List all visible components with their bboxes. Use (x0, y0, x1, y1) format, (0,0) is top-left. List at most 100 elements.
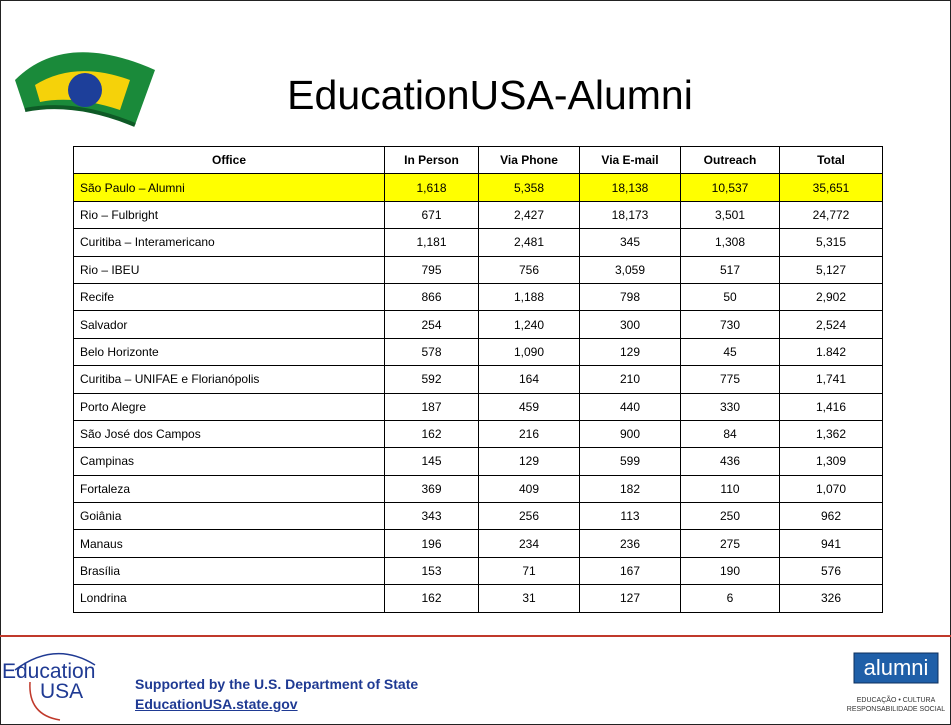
educationusa-logo: Education USA (2, 653, 95, 721)
table-row: Salvador 254 1,240 300 730 2,524 (73, 310, 883, 339)
table-cell: 167 (579, 556, 681, 586)
table-row: Porto Alegre 187 459 440 330 1,416 (73, 392, 883, 421)
table-cell: 18,173 (579, 200, 681, 230)
table-cell: 1,181 (384, 228, 479, 257)
table-row: Fortaleza 369 409 182 110 1,070 (73, 474, 883, 504)
alumni-logo: alumni EDUCAÇÃO • CULTURA RESPONSABILIDA… (847, 652, 946, 713)
table-cell: 592 (384, 365, 479, 394)
table-cell: Salvador (73, 310, 385, 339)
table-cell: 5,127 (779, 255, 883, 284)
table-cell: São Paulo – Alumni (73, 173, 385, 202)
table-cell: 900 (579, 419, 681, 449)
table-cell: 216 (478, 419, 580, 449)
table-cell: 517 (680, 255, 780, 284)
table-cell: 10,537 (680, 173, 780, 202)
logo-text: EDUCAÇÃO • CULTURA (857, 695, 936, 704)
table-row: Curitiba – UNIFAE e Florianópolis 592 164 2… (73, 365, 883, 394)
table-cell: 275 (680, 529, 780, 558)
table-cell: 196 (384, 529, 479, 558)
table-cell: 2,427 (478, 200, 580, 230)
table-cell: 941 (779, 529, 883, 558)
table-cell: 866 (384, 282, 479, 312)
table-cell: 1,416 (779, 392, 883, 421)
table-cell: Manaus (73, 529, 385, 558)
table-cell: 1,090 (478, 337, 580, 367)
table-cell: 71 (478, 556, 580, 586)
table-cell: 190 (680, 556, 780, 586)
table-cell: Campinas (73, 447, 385, 476)
table-cell: 369 (384, 474, 479, 504)
table-cell: 182 (579, 474, 681, 504)
table-cell: 1,309 (779, 447, 883, 476)
table-cell: 576 (779, 556, 883, 586)
table-cell: 5,358 (478, 173, 580, 202)
table-cell: 1,741 (779, 365, 883, 394)
footer-rule (0, 635, 951, 637)
table-cell: 5,315 (779, 228, 883, 257)
data-table: Office In Person Via Phone Via E-mail Outrea… (73, 145, 883, 613)
column-header: Via Phone (478, 145, 580, 175)
table-cell: 795 (384, 255, 479, 284)
table-cell: 326 (779, 584, 883, 613)
table-cell: 1.842 (779, 337, 883, 367)
table-row: Rio – Fulbright 671 2,427 18,173 3,501 24,772 (73, 200, 883, 230)
table-cell: 110 (680, 474, 780, 504)
support-text: Supported by the U.S. Department of Stat… (135, 676, 419, 692)
column-header: Office (73, 145, 385, 175)
table-cell: 330 (680, 392, 780, 421)
table-cell: 3,501 (680, 200, 780, 230)
table-cell: 300 (579, 310, 681, 339)
table-cell: 113 (579, 502, 681, 531)
logo-text: RESPONSABILIDADE SOCIAL (847, 706, 946, 713)
table-row: Manaus 196 234 236 275 941 (73, 529, 883, 558)
table-cell: 129 (579, 337, 681, 367)
logo-text: USA (40, 680, 83, 703)
table-cell: 210 (579, 365, 681, 394)
site-link[interactable]: EducationUSA.state.gov (135, 696, 298, 712)
table-cell: Porto Alegre (73, 392, 385, 421)
table-cell: 345 (579, 228, 681, 257)
table-cell: 35,651 (779, 173, 883, 202)
table-cell: Curitiba – Interamericano (73, 228, 385, 257)
table-row: Recife 866 1,188 798 50 2,902 (73, 282, 883, 312)
slide-title: EducationUSA-Alumni (287, 72, 693, 118)
table-row: São Paulo – Alumni 1,618 5,358 18,138 10,537… (73, 173, 883, 202)
table-cell: 254 (384, 310, 479, 339)
table-cell: 187 (384, 392, 479, 421)
table-cell: 24,772 (779, 200, 883, 230)
table-cell: 578 (384, 337, 479, 367)
table-cell: 440 (579, 392, 681, 421)
table-cell: 145 (384, 447, 479, 476)
table-cell: Rio – Fulbright (73, 200, 385, 230)
logo-text: Education (2, 660, 95, 683)
table-row: São José dos Campos 162 216 900 84 1,362 (73, 419, 883, 449)
table-cell: 436 (680, 447, 780, 476)
table-cell: 18,138 (579, 173, 681, 202)
table-cell: Rio – IBEU (73, 255, 385, 284)
table-cell: 153 (384, 556, 479, 586)
table-cell: 1,308 (680, 228, 780, 257)
brazil-flag-icon (15, 52, 155, 127)
table-row: Londrina 162 31 127 6 326 (73, 584, 883, 613)
table-cell: Londrina (73, 584, 385, 613)
table-cell: 343 (384, 502, 479, 531)
table-cell: Fortaleza (73, 474, 385, 504)
table-cell: 2,902 (779, 282, 883, 312)
table-cell: Belo Horizonte (73, 337, 385, 367)
table-cell: 3,059 (579, 255, 681, 284)
table-cell: 1,618 (384, 173, 479, 202)
table-row: Brasília 153 71 167 190 576 (73, 556, 883, 586)
table-cell: 459 (478, 392, 580, 421)
table-cell: 250 (680, 502, 780, 531)
table-cell: 409 (478, 474, 580, 504)
table-cell: 84 (680, 419, 780, 449)
table-cell: 256 (478, 502, 580, 531)
column-header: Total (779, 145, 883, 175)
table-cell: 50 (680, 282, 780, 312)
table-cell: 162 (384, 419, 479, 449)
table-cell: 31 (478, 584, 580, 613)
table-body: São Paulo – Alumni 1,618 5,358 18,138 10,537… (73, 173, 883, 613)
table-cell: 164 (478, 365, 580, 394)
table-cell: Curitiba – UNIFAE e Florianópolis (73, 365, 385, 394)
